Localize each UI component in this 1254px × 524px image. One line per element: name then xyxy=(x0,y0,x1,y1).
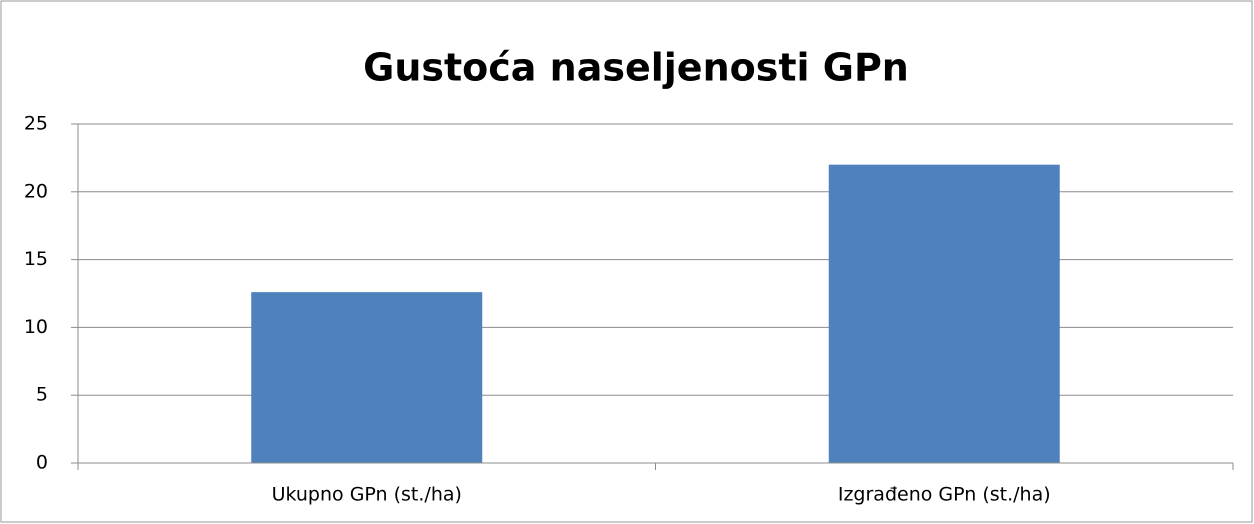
y-tick-label: 20 xyxy=(24,180,48,202)
bar xyxy=(828,164,1060,463)
y-tick-label: 0 xyxy=(36,452,48,474)
chart-title: Gustoća naseljenosti GPn xyxy=(363,46,909,90)
x-tick-label: Izgrađeno GPn (st./ha) xyxy=(838,484,1051,506)
y-tick-label: 15 xyxy=(24,248,48,270)
y-tick-label: 25 xyxy=(24,113,48,135)
x-tick-label: Ukupno GPn (st./ha) xyxy=(272,484,462,506)
bar xyxy=(251,292,483,463)
y-tick-label: 10 xyxy=(24,316,48,338)
y-tick-label: 5 xyxy=(36,384,48,406)
